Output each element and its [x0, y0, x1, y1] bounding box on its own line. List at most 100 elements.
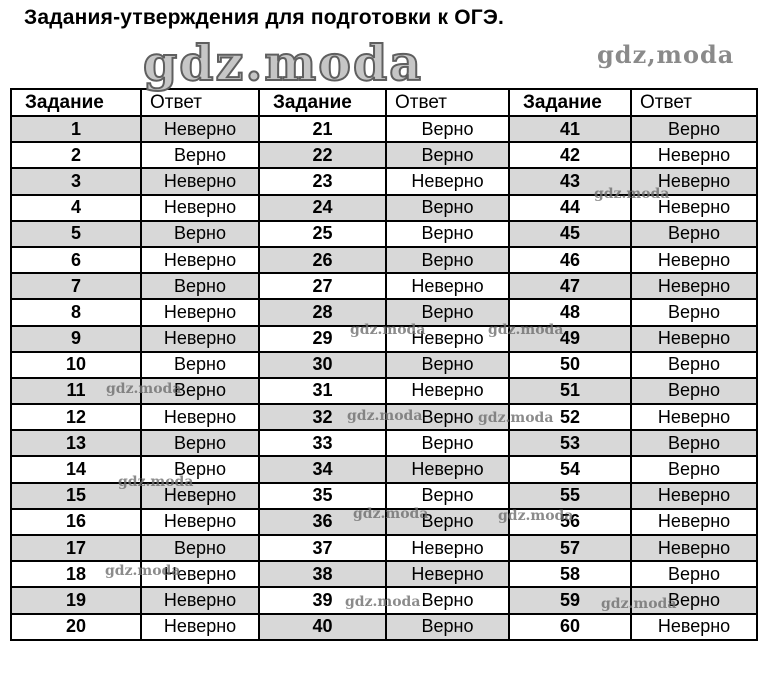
task-number-cell: 59: [508, 586, 632, 615]
answer-cell: Неверно: [140, 612, 260, 642]
task-number-cell: 23: [258, 167, 387, 196]
answer-cell: Неверно: [140, 507, 260, 537]
answer-cell: Неверно: [140, 586, 260, 615]
answer-cell: Верно: [385, 219, 510, 248]
answer-cell: Неверно: [630, 272, 758, 301]
task-number-cell: 8: [10, 298, 142, 327]
answer-cell: Неверно: [630, 507, 758, 537]
answer-cell: Верно: [140, 272, 260, 301]
header-task-2: Задание: [258, 88, 387, 117]
answer-cell: Неверно: [385, 272, 510, 301]
task-number-cell: 55: [508, 481, 632, 510]
header-answer-1: Ответ: [140, 88, 260, 117]
answer-cell: Верно: [140, 376, 260, 406]
answer-cell: Верно: [140, 455, 260, 484]
table-row: 1 Неверно 21 Верно 41 Верно: [10, 114, 758, 144]
answer-cell: Верно: [630, 560, 758, 589]
task-number-cell: 18: [10, 560, 142, 589]
answer-cell: Верно: [385, 298, 510, 327]
task-number-cell: 53: [508, 429, 632, 458]
answer-cell: Верно: [630, 376, 758, 406]
answer-cell: Верно: [630, 455, 758, 484]
answer-cell: Неверно: [630, 141, 758, 170]
answer-cell: Верно: [630, 429, 758, 458]
table-row: 20 Неверно 40 Верно 60 Неверно: [10, 612, 758, 642]
answer-cell: Неверно: [385, 376, 510, 406]
task-number-cell: 46: [508, 245, 632, 275]
answer-cell: Верно: [385, 612, 510, 642]
table-row: 6 Неверно 26 Верно 46 Неверно: [10, 245, 758, 275]
task-number-cell: 13: [10, 429, 142, 458]
task-number-cell: 22: [258, 141, 387, 170]
task-number-cell: 36: [258, 507, 387, 537]
answer-cell: Верно: [630, 350, 758, 379]
table-row: 7 Верно 27 Неверно 47 Неверно: [10, 272, 758, 301]
task-number-cell: 40: [258, 612, 387, 642]
task-number-cell: 43: [508, 167, 632, 196]
answer-cell: Неверно: [630, 245, 758, 275]
task-number-cell: 41: [508, 114, 632, 144]
answer-cell: Неверно: [140, 403, 260, 432]
answer-cell: Верно: [385, 114, 510, 144]
table-row: 8 Неверно 28 Верно 48 Верно: [10, 298, 758, 327]
table-row: 12 Неверно 32 Верно 52 Неверно: [10, 403, 758, 432]
task-number-cell: 42: [508, 141, 632, 170]
task-number-cell: 15: [10, 481, 142, 510]
answer-cell: Неверно: [140, 114, 260, 144]
task-number-cell: 16: [10, 507, 142, 537]
table-row: 13 Верно 33 Верно 53 Верно: [10, 429, 758, 458]
answer-cell: Неверно: [630, 481, 758, 510]
answer-cell: Верно: [140, 429, 260, 458]
table-row: 9 Неверно 29 Неверно 49 Неверно: [10, 324, 758, 353]
answers-table-body: 1 Неверно 21 Верно 41 Верно 2 Верно 22 Верно 42 Нев…: [10, 114, 758, 642]
table-row: 15 Неверно 35 Верно 55 Неверно: [10, 481, 758, 510]
task-number-cell: 45: [508, 219, 632, 248]
task-number-cell: 20: [10, 612, 142, 642]
page-title: Задания-утверждения для подготовки к ОГЭ…: [24, 6, 505, 29]
answer-cell: Верно: [385, 429, 510, 458]
answer-cell: Верно: [385, 350, 510, 379]
task-number-cell: 33: [258, 429, 387, 458]
answer-cell: Неверно: [140, 298, 260, 327]
table-row: 3 Неверно 23 Неверно 43 Неверно: [10, 167, 758, 196]
answer-cell: Неверно: [630, 193, 758, 222]
answer-cell: Верно: [630, 586, 758, 615]
answer-cell: Неверно: [140, 481, 260, 510]
answer-cell: Неверно: [140, 167, 260, 196]
answer-cell: Неверно: [630, 167, 758, 196]
task-number-cell: 48: [508, 298, 632, 327]
table-row: 4 Неверно 24 Верно 44 Неверно: [10, 193, 758, 222]
task-number-cell: 26: [258, 245, 387, 275]
task-number-cell: 50: [508, 350, 632, 379]
task-number-cell: 51: [508, 376, 632, 406]
answer-cell: Верно: [140, 219, 260, 248]
answer-cell: Неверно: [385, 533, 510, 563]
answer-cell: Верно: [140, 141, 260, 170]
task-number-cell: 4: [10, 193, 142, 222]
answer-cell: Неверно: [630, 403, 758, 432]
answer-cell: Неверно: [630, 324, 758, 353]
answer-cell: Неверно: [385, 455, 510, 484]
task-number-cell: 6: [10, 245, 142, 275]
task-number-cell: 29: [258, 324, 387, 353]
task-number-cell: 57: [508, 533, 632, 563]
task-number-cell: 47: [508, 272, 632, 301]
task-number-cell: 56: [508, 507, 632, 537]
table-row: 11 Верно 31 Неверно 51 Верно: [10, 376, 758, 406]
table-row: 16 Неверно 36 Верно 56 Неверно: [10, 507, 758, 537]
task-number-cell: 58: [508, 560, 632, 589]
answer-cell: Неверно: [630, 533, 758, 563]
answer-cell: Неверно: [385, 560, 510, 589]
answers-table: Задание Ответ Задание Ответ Задание Отве…: [10, 88, 758, 642]
task-number-cell: 12: [10, 403, 142, 432]
task-number-cell: 9: [10, 324, 142, 353]
task-number-cell: 38: [258, 560, 387, 589]
table-row: 14 Верно 34 Неверно 54 Верно: [10, 455, 758, 484]
task-number-cell: 14: [10, 455, 142, 484]
task-number-cell: 5: [10, 219, 142, 248]
table-row: 17 Верно 37 Неверно 57 Неверно: [10, 533, 758, 563]
answer-cell: Верно: [385, 586, 510, 615]
answer-cell: Неверно: [630, 612, 758, 642]
answer-cell: Неверно: [385, 167, 510, 196]
header-task-3: Задание: [508, 88, 632, 117]
